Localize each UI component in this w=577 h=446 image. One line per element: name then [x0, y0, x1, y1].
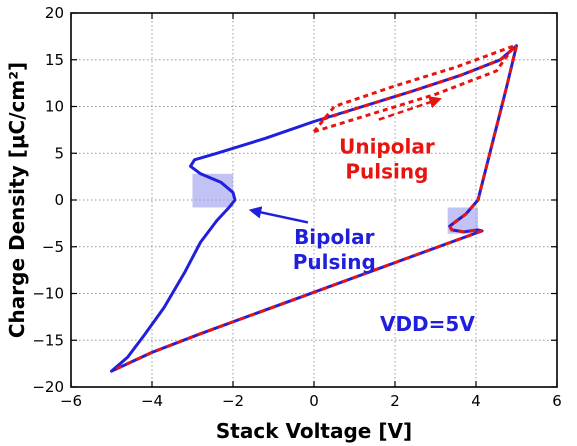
- x-tick-label: 6: [552, 392, 562, 410]
- y-tick-label: −5: [42, 238, 64, 256]
- grid: [70, 12, 558, 388]
- lower-branch-dashed-overlay: [110, 229, 483, 373]
- annotation-label: Pulsing: [293, 250, 376, 274]
- x-tick-label: 4: [471, 392, 481, 410]
- x-tick-label: 2: [390, 392, 400, 410]
- upper-branch-dashed-overlay: [321, 44, 518, 122]
- x-tick-label: −2: [222, 392, 244, 410]
- y-tick-label: 20: [45, 4, 64, 22]
- unipolar-series-line: [312, 44, 516, 134]
- annotation-label: Pulsing: [345, 159, 428, 183]
- right-branch-dashed-overlay: [447, 45, 518, 234]
- annotation-label: Bipolar: [294, 225, 375, 249]
- series-lines: [110, 44, 518, 373]
- x-tick-label: 0: [309, 392, 319, 410]
- y-tick-label: −10: [32, 285, 64, 303]
- arrows: [248, 96, 442, 224]
- x-tick-label: −4: [141, 392, 163, 410]
- y-tick-label: 15: [45, 51, 64, 69]
- annotation-arrow: [248, 206, 309, 224]
- y-tick-label: 10: [45, 98, 64, 116]
- annotation-label: Unipolar: [339, 134, 435, 158]
- y-tick-label: 0: [54, 191, 64, 209]
- y-axis-title: Charge Density [μC/cm²]: [5, 62, 29, 338]
- y-tick-label: −15: [32, 331, 64, 349]
- x-axis-title: Stack Voltage [V]: [216, 419, 412, 443]
- annotation-label: VDD=5V: [380, 312, 475, 336]
- annotation-arrow: [378, 96, 442, 121]
- y-tick-label: −20: [32, 378, 64, 396]
- x-tick-label: −6: [60, 392, 82, 410]
- y-tick-label: 5: [54, 144, 64, 162]
